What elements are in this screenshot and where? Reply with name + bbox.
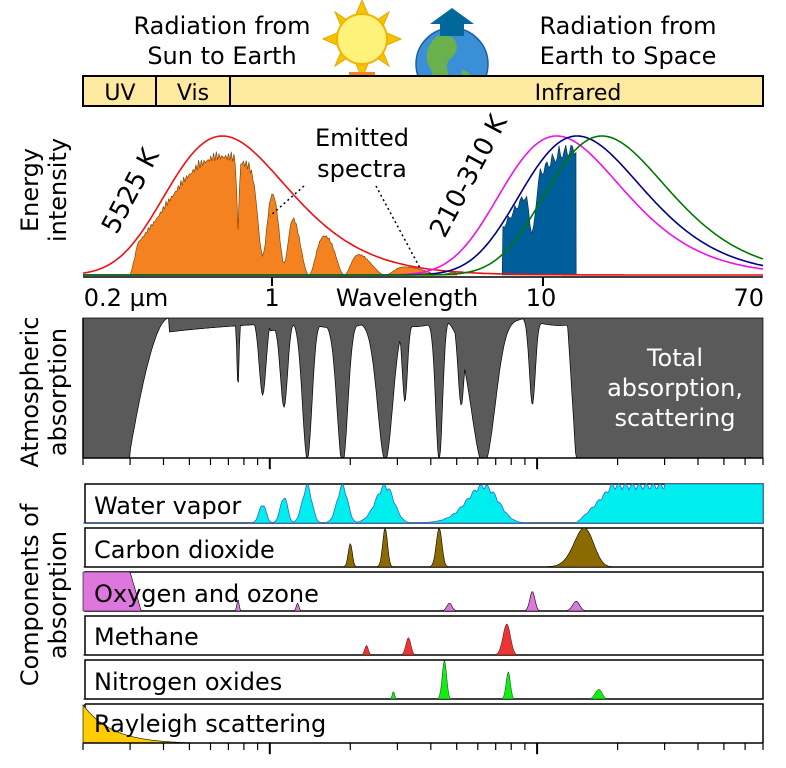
components-ylabel-line2: absorption bbox=[44, 531, 72, 659]
blackbody-curve-210k bbox=[83, 135, 764, 276]
earth-caption-line2: Earth to Space bbox=[540, 42, 717, 70]
absorption-note-line3: scattering bbox=[615, 404, 736, 432]
carbon-dioxide-label: Carbon dioxide bbox=[94, 536, 275, 564]
absorption-note-line1: Total bbox=[646, 344, 703, 372]
earth-caption-line1: Radiation from bbox=[540, 12, 717, 40]
tick-label-10: 10 bbox=[526, 284, 557, 312]
band-uv: UV bbox=[104, 81, 135, 106]
component-rayleigh: Rayleigh scattering bbox=[82, 703, 764, 744]
arrow-up-icon bbox=[430, 8, 474, 36]
water-vapor-label: Water vapor bbox=[94, 492, 241, 520]
component-nitrogen-oxides: Nitrogen oxides bbox=[83, 659, 764, 700]
rayleigh-label: Rayleigh scattering bbox=[94, 710, 326, 738]
earth-spectrum-fill bbox=[501, 144, 577, 276]
sun-icon bbox=[321, 0, 403, 80]
nitrogen-oxides-label: Nitrogen oxides bbox=[94, 668, 282, 696]
log-ticks-lower bbox=[82, 743, 764, 755]
absorption-note-line2: absorption, bbox=[607, 374, 743, 402]
wavelength-axis: 0.2 µm 1 Wavelength 10 70 bbox=[84, 277, 764, 312]
tick-label-70: 70 bbox=[733, 284, 764, 312]
absorption-ylabel-line1: Atmospheric bbox=[16, 317, 44, 468]
water-vapor-fill bbox=[83, 483, 764, 524]
sun-spectrum-fill bbox=[129, 151, 458, 276]
axis-title: Wavelength bbox=[336, 284, 478, 312]
carbon-dioxide-fill bbox=[83, 527, 763, 568]
tick-label-0-2: 0.2 µm bbox=[84, 284, 168, 312]
nitrogen-oxides-fill bbox=[83, 659, 763, 700]
methane-fill bbox=[83, 623, 763, 656]
sun-caption-line2: Sun to Earth bbox=[147, 42, 296, 70]
absorption-ylabel-line2: absorption bbox=[44, 328, 72, 456]
component-water-vapor: Water vapor bbox=[83, 483, 764, 524]
oxygen-ozone-label: Oxygen and ozone bbox=[94, 580, 319, 608]
band-bar: UV Vis Infrared bbox=[82, 75, 764, 107]
tick-label-1: 1 bbox=[264, 284, 279, 312]
band-vis: Vis bbox=[177, 81, 209, 106]
oxygen-ozone-fill bbox=[82, 571, 763, 612]
log-ticks-upper bbox=[82, 458, 764, 470]
spectrum-ylabel-line2: intensity bbox=[44, 138, 72, 242]
band-infrared: Infrared bbox=[535, 81, 622, 106]
spectrum-panel: 5525 K 210-310 K Emitted spectra bbox=[82, 107, 764, 278]
spectrum-ylabel-line1: Energy bbox=[16, 148, 44, 232]
sun-blackbody-curve bbox=[82, 135, 763, 276]
absorption-panel: Total absorption, scattering bbox=[82, 317, 764, 459]
emitted-label-line1: Emitted bbox=[315, 124, 409, 152]
component-oxygen-ozone: Oxygen and ozone bbox=[82, 571, 764, 612]
component-methane: Methane bbox=[83, 615, 764, 656]
components-ylabel-line1: Components of bbox=[16, 503, 44, 686]
component-carbon-dioxide: Carbon dioxide bbox=[83, 527, 764, 568]
emitted-label-line2: spectra bbox=[317, 155, 407, 183]
sun-caption-line1: Radiation from bbox=[134, 12, 311, 40]
methane-label: Methane bbox=[94, 623, 199, 651]
